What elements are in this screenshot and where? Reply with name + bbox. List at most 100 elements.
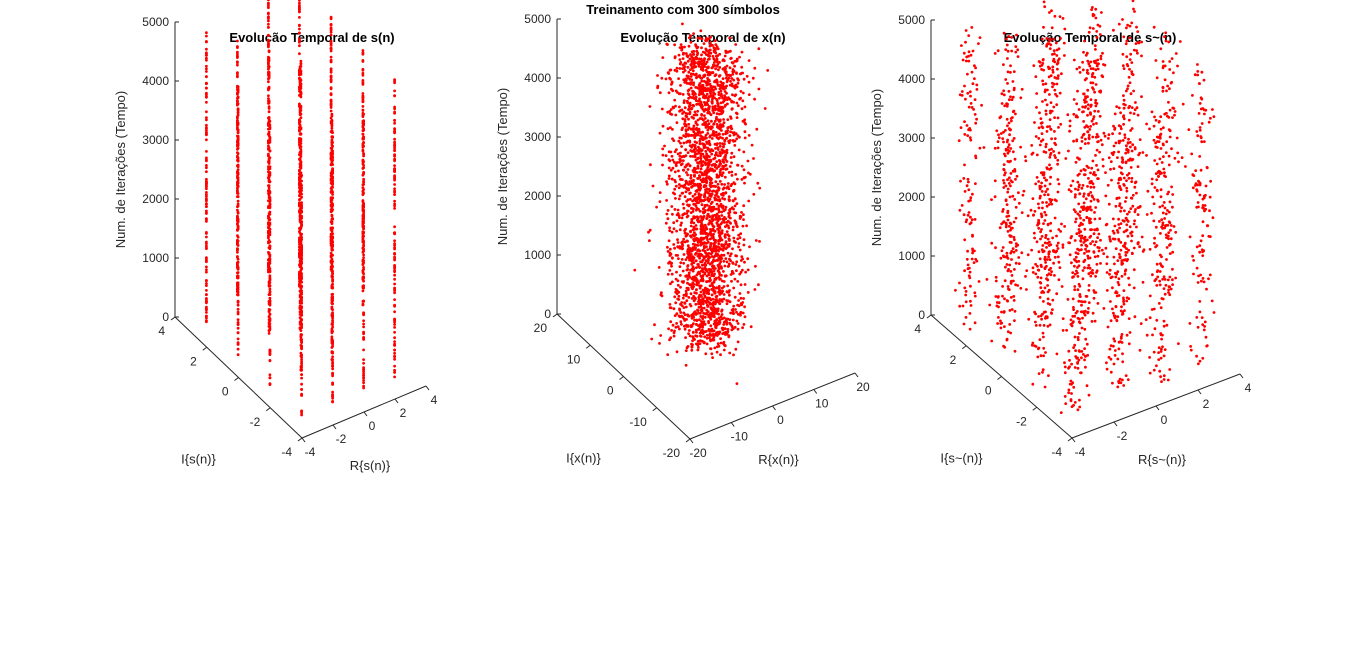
data-point [743, 260, 746, 264]
data-point [723, 234, 727, 238]
data-point [700, 53, 703, 57]
data-point [1047, 288, 1051, 292]
data-point [205, 270, 208, 274]
data-point [298, 280, 301, 283]
data-point [703, 312, 707, 316]
data-point [267, 67, 270, 71]
data-point [1026, 214, 1030, 218]
data-point [727, 234, 731, 238]
data-point [267, 49, 271, 53]
data-point [968, 270, 972, 274]
y-tick-mark [1067, 437, 1073, 442]
data-point [393, 282, 396, 286]
data-point [361, 105, 365, 108]
data-point [267, 87, 270, 90]
data-point [329, 187, 333, 190]
data-point [1077, 202, 1081, 206]
data-point [267, 167, 270, 171]
data-point [688, 334, 692, 338]
data-point [236, 250, 239, 254]
data-point [726, 299, 730, 303]
data-point [678, 228, 682, 232]
data-point [680, 155, 684, 159]
data-point [685, 286, 689, 290]
data-point [712, 280, 716, 283]
data-point [718, 150, 722, 154]
data-point [712, 111, 716, 115]
z-tick-label: 3000 [524, 130, 551, 144]
data-point [957, 139, 961, 143]
data-point [746, 257, 750, 261]
data-point [362, 386, 365, 390]
data-point [331, 365, 334, 368]
x-tick-label: -2 [336, 432, 347, 446]
data-point [1066, 298, 1070, 301]
data-point [678, 315, 682, 319]
data-point [739, 283, 743, 287]
data-point [730, 151, 734, 155]
data-point [733, 182, 737, 186]
data-point [1105, 367, 1109, 371]
data-point [709, 202, 713, 206]
data-point [712, 232, 715, 236]
data-point [689, 229, 692, 233]
data-point [298, 304, 302, 308]
data-point [393, 107, 396, 111]
data-point [1010, 308, 1014, 311]
data-point [963, 120, 966, 123]
data-point [329, 26, 333, 30]
data-point [678, 58, 682, 61]
data-point [695, 243, 699, 247]
data-point [705, 142, 709, 145]
data-point [1039, 139, 1043, 143]
data-point [717, 316, 721, 320]
data-point [687, 254, 690, 257]
data-point [732, 155, 736, 159]
data-point [1041, 244, 1045, 247]
data-point [681, 269, 685, 273]
data-point [726, 224, 730, 228]
data-point [974, 156, 978, 160]
data-point [298, 227, 301, 230]
data-point [298, 80, 302, 84]
data-point [1003, 325, 1006, 328]
data-point [685, 140, 688, 144]
data-point [673, 246, 676, 250]
data-point [698, 170, 702, 174]
data-point [1039, 314, 1043, 318]
data-point [686, 264, 690, 267]
data-point [667, 239, 671, 243]
data-point [969, 284, 972, 288]
data-point [959, 179, 962, 183]
data-point [1041, 368, 1045, 372]
data-point [1000, 249, 1004, 253]
data-point [696, 164, 700, 168]
data-point [1006, 285, 1010, 288]
data-point [329, 23, 333, 27]
data-point [393, 164, 396, 168]
data-point [681, 57, 685, 60]
data-point [330, 327, 334, 331]
data-point [973, 113, 977, 116]
data-point [736, 104, 740, 108]
data-point [361, 222, 365, 226]
data-point [267, 157, 271, 161]
data-point [361, 193, 365, 197]
data-point [236, 283, 239, 287]
data-point [972, 261, 976, 264]
data-point [1073, 335, 1077, 339]
data-point [1073, 343, 1077, 347]
data-point [668, 159, 672, 163]
data-point [668, 76, 671, 80]
data-point [971, 82, 975, 86]
y-tick-label: 4 [914, 322, 921, 336]
x-tick-label: 20 [856, 380, 870, 394]
data-point [298, 220, 302, 224]
data-point [754, 264, 757, 268]
data-point [672, 191, 675, 195]
data-point [1060, 285, 1064, 288]
data-point [393, 342, 396, 346]
data-point [267, 293, 271, 296]
data-point [694, 199, 697, 203]
data-point [670, 230, 674, 234]
